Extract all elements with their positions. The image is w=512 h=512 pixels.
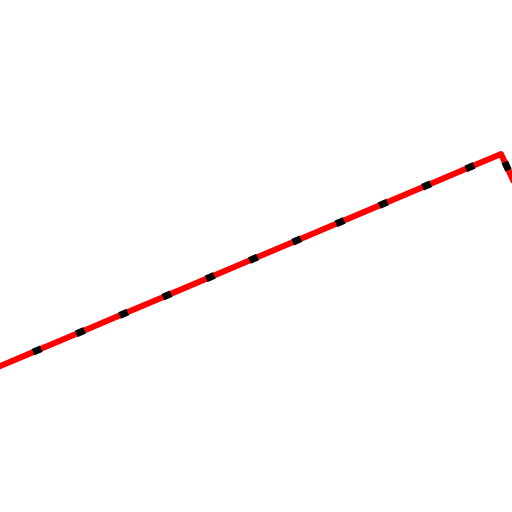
polyline-red-underlay (0, 151, 512, 370)
polyline-black-dashes (0, 150, 512, 370)
polyline-stroke (0, 150, 512, 370)
